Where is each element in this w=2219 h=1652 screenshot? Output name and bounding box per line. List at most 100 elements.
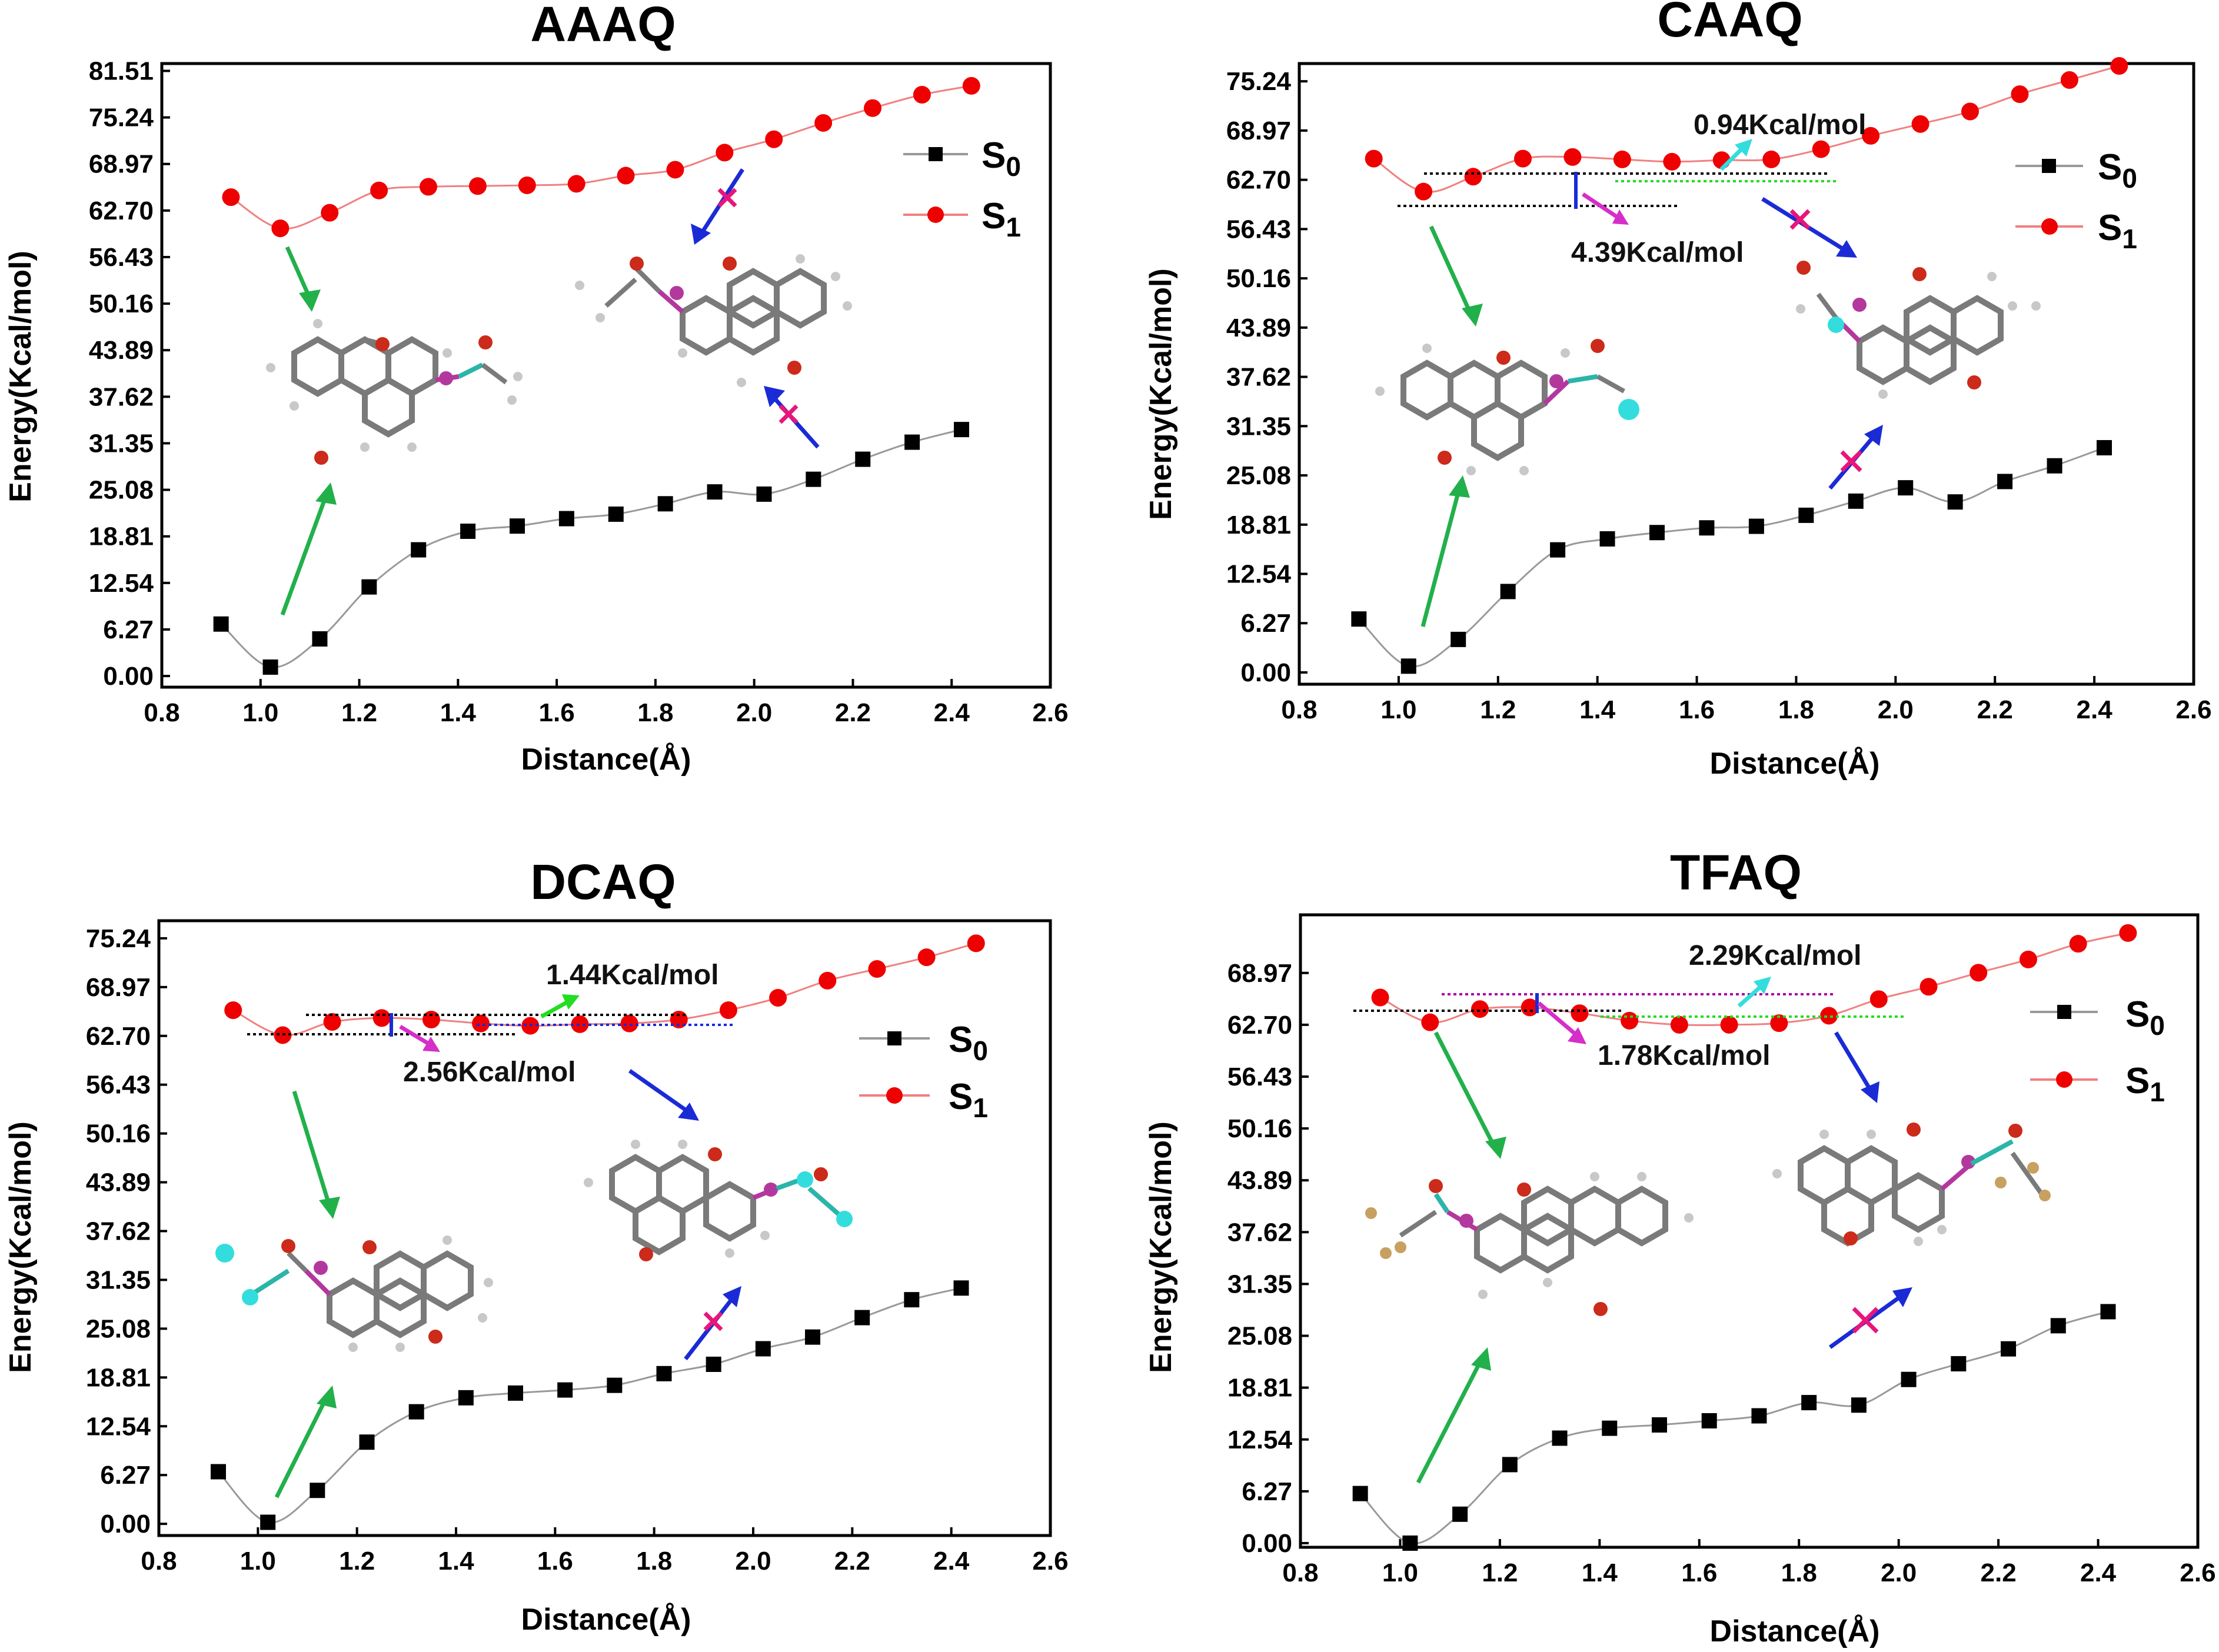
x-tick-label: 1.4 [1582, 1558, 1618, 1587]
legend-s1-label: S1 [2098, 208, 2137, 254]
s0-data-point [510, 518, 525, 534]
legend-s1-label: S1 [949, 1077, 988, 1123]
green-arrow-down [1433, 1031, 1497, 1148]
s1-curve [232, 942, 977, 1037]
s1-data-point [917, 948, 936, 967]
s0-data-point [707, 484, 723, 500]
y-tick-label: 31.35 [89, 429, 154, 458]
legend-subscript: 1 [1006, 212, 1021, 242]
s0-data-point [805, 1329, 820, 1345]
s1-data-point [224, 1001, 242, 1020]
green-arrow-head [1449, 475, 1470, 498]
energy-gap-guides [1398, 172, 1836, 209]
legend-s0-label: S0 [2125, 994, 2165, 1041]
s0-data-point [607, 1377, 623, 1393]
s0-curve [217, 1287, 962, 1524]
s1-data-point [617, 166, 635, 185]
blue-arrow-head [1861, 1081, 1879, 1103]
barrier-label-top: 1.44Kcal/mol [546, 960, 718, 991]
legend-s0-text: S [949, 1020, 973, 1060]
s1-data-point [1415, 182, 1433, 201]
panel-aaaq: AAAQ 0.00 6.27 12.54 18.81 25.08 31.35 37.62 43… [4, 0, 1069, 777]
blue-arrow-down [628, 1069, 690, 1114]
legend-s1-text: S [2125, 1061, 2150, 1101]
y-tick-label: 43.89 [86, 1168, 151, 1197]
s1-data-point [1670, 1015, 1688, 1034]
s0-data-point [310, 1483, 325, 1498]
y-tick-label: 37.62 [89, 382, 154, 411]
s0-data-point [1699, 520, 1715, 536]
green-arrow-head [319, 1197, 340, 1219]
s1-curve [1373, 65, 2120, 193]
legend-s1-marker [886, 1087, 903, 1104]
blue-arrow-head [691, 224, 711, 245]
s0-data-point [1602, 1420, 1618, 1436]
y-tick-label: 50.16 [1226, 264, 1291, 293]
legend-subscript: 0 [973, 1035, 988, 1066]
blue-arrow-down [1834, 1031, 1874, 1093]
series-layer [1352, 924, 2137, 1551]
magenta-arrow-head [422, 1037, 440, 1052]
s1-data-point [913, 86, 931, 104]
s0-data-point [657, 496, 673, 512]
y-tick-label: 50.16 [1227, 1114, 1292, 1143]
s0-data-point [1851, 1397, 1867, 1413]
legend-subscript: 1 [973, 1093, 988, 1123]
magenta-arrow-head [1568, 1027, 1586, 1044]
y-tick-label: 6.27 [103, 615, 154, 644]
s0-data-point [1751, 1408, 1767, 1424]
y-tick-label: 18.81 [86, 1363, 151, 1392]
green-arrow-head [1485, 1137, 1506, 1159]
s0-data-point [1400, 658, 1416, 674]
x-tick-label: 2.4 [2077, 695, 2113, 724]
molecule-structure [1772, 1123, 2051, 1247]
s1-data-point [2110, 57, 2128, 75]
y-tick-label: 12.54 [86, 1412, 151, 1441]
y-tick-label: 18.81 [89, 522, 154, 551]
panel-title: DCAQ [530, 854, 676, 910]
x-tick-label: 1.6 [1681, 1558, 1717, 1587]
x-axis-ticks: 0.8 1.0 1.2 1.4 1.6 1.8 2.0 2.2 2.4 2.6 [1282, 1539, 2216, 1587]
y-tick-label: 75.24 [86, 924, 151, 953]
y-tick-label: 12.54 [1226, 560, 1292, 589]
s1-data-point [370, 181, 388, 199]
y-tick-label: 68.97 [1227, 959, 1292, 988]
s0-data-point [1500, 584, 1516, 599]
s1-data-point [765, 130, 783, 148]
s1-data-point [814, 114, 833, 132]
s0-data-point [1649, 525, 1665, 541]
x-tick-label: 2.0 [1878, 695, 1914, 724]
x-tick-label: 1.2 [1480, 695, 1516, 724]
s1-data-point [967, 934, 985, 952]
s0-data-point [1402, 1535, 1418, 1551]
legend-s1-text: S [949, 1077, 973, 1117]
plot-frame [160, 62, 1052, 689]
magenta-arrow [1537, 1001, 1579, 1037]
y-tick-label: 12.54 [1227, 1425, 1293, 1454]
y-tick-label: 25.08 [89, 476, 154, 505]
x-tick-label: 1.4 [1579, 695, 1616, 724]
s0-data-point [904, 434, 920, 450]
magenta-arrow [399, 1024, 431, 1047]
y-tick-label: 62.70 [89, 196, 154, 225]
y-tick-label: 81.51 [89, 56, 154, 85]
energy-gap-guides [1353, 993, 1907, 1018]
s0-data-point [904, 1292, 920, 1308]
y-axis-label: Energy(Kcal/mol) [1144, 268, 1178, 520]
x-tick-label: 0.8 [1282, 1558, 1318, 1587]
panel-tfaq: TFAQ 0.00 6.27 12.54 18.81 25.08 31.35 37.62 43… [1144, 845, 2216, 1648]
x-tick-label: 1.2 [341, 698, 377, 727]
legend-s0-label: S0 [2098, 147, 2137, 194]
legend-s0-text: S [2125, 994, 2150, 1035]
green-arrow-up [280, 493, 329, 616]
s0-data-point [755, 1341, 771, 1357]
s0-data-point [213, 616, 229, 632]
legend-subscript: 0 [1006, 151, 1021, 182]
y-tick-label: 31.35 [1227, 1270, 1292, 1298]
green-arrow-head [315, 482, 337, 505]
s1-data-point [719, 1001, 737, 1020]
s1-data-point [962, 76, 980, 95]
s1-data-point [1961, 102, 1979, 121]
s1-data-point [2011, 85, 2029, 104]
cross-icon [717, 188, 737, 208]
